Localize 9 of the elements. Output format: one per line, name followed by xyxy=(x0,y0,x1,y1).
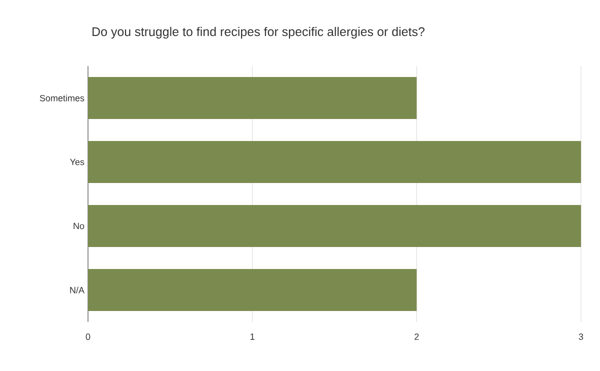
x-tick-label: 1 xyxy=(250,334,254,340)
y-tick-label: Yes xyxy=(70,158,84,166)
y-tick-label: N/A xyxy=(70,286,84,294)
y-tick-label: Sometimes xyxy=(40,94,84,102)
x-tick-label: 2 xyxy=(414,334,419,340)
x-tick-label: 3 xyxy=(578,334,584,340)
y-tick-label: No xyxy=(74,222,84,230)
chart-title: Do you struggle to find recipes for specific allergies or diets? xyxy=(92,26,424,39)
x-tick-label: 0 xyxy=(86,334,90,340)
